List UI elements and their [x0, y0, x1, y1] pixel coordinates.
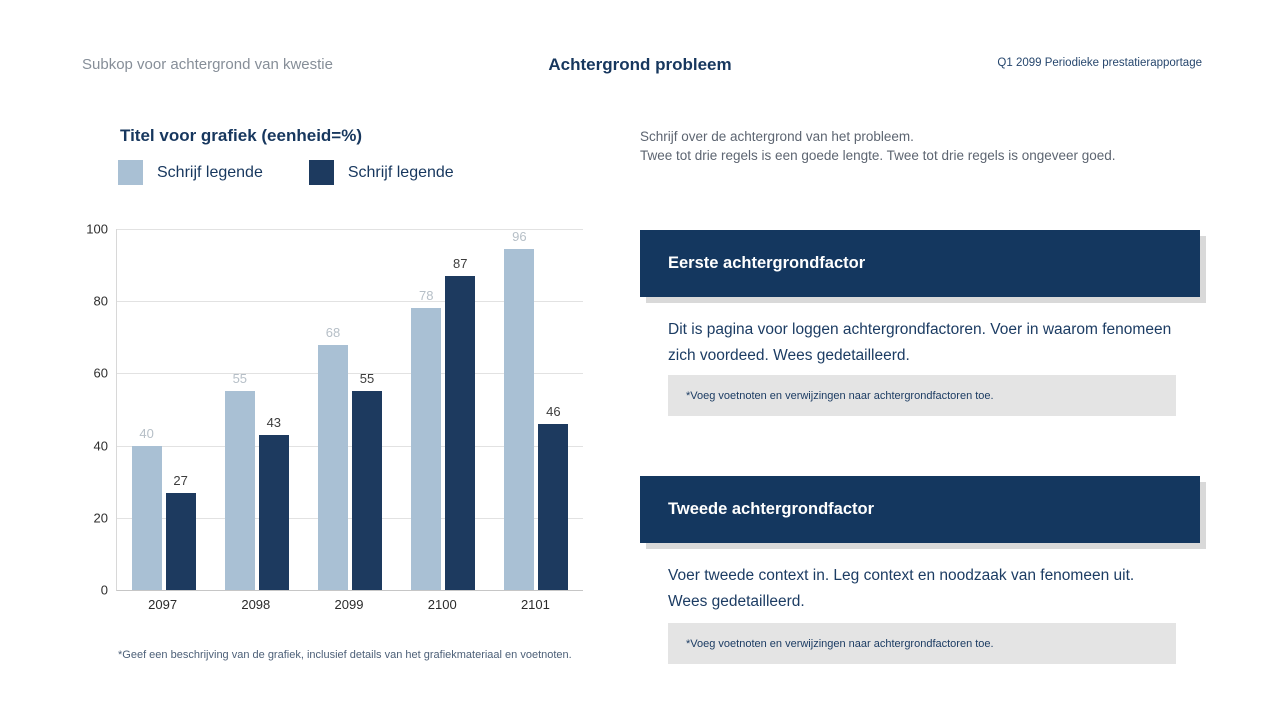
legend-label: Schrijf legende [347, 163, 454, 181]
bar-plot: 40 27 55 43 68 55 78 87 96 46 [117, 229, 583, 590]
section-body: Voer tweede context in. Leg context en n… [668, 567, 1135, 610]
gridline [117, 229, 583, 230]
gridline [117, 517, 583, 519]
x-axis: 2097 2098 2099 2100 2101 [116, 597, 582, 612]
bar-value-label: 55 [359, 371, 375, 387]
x-tick-label: 2099 [334, 597, 364, 612]
x-tick-label: 2101 [520, 597, 550, 612]
y-tick-label: 20 [93, 510, 108, 526]
bar [352, 391, 382, 590]
section-body: Dit is pagina voor loggen achtergrondfac… [668, 321, 1172, 364]
gridlines [117, 229, 583, 590]
bar [131, 445, 162, 590]
bar-wrap: 78 [411, 229, 442, 590]
legend-item: Schrijf legende [308, 160, 454, 185]
section-heading: Eerste achtergrondfactor [668, 254, 866, 272]
section-heading-banner: Tweede achtergrondfactor [640, 476, 1200, 543]
y-tick-label: 0 [100, 582, 108, 598]
bar [165, 492, 196, 590]
bar-group: 68 55 [303, 229, 396, 590]
bar-value-label: 46 [546, 403, 561, 419]
bar-value-label: 78 [418, 288, 434, 304]
bar [445, 275, 476, 590]
bar-value-label: 43 [266, 414, 282, 430]
gridline [117, 445, 583, 447]
bar [258, 434, 289, 590]
gridline [117, 373, 583, 375]
report-label: Q1 2099 Periodieke prestatierapportage [997, 57, 1202, 69]
bar [411, 308, 442, 590]
section-note: *Voeg voetnoten en verwijzingen naar ach… [668, 375, 1176, 416]
bar-wrap: 27 [165, 229, 196, 590]
legend-swatch [308, 160, 334, 185]
bar-group: 78 87 [397, 229, 490, 590]
bar-value-label: 68 [325, 324, 341, 340]
intro-line-2: Twee tot drie regels is een goede lengte… [640, 148, 1116, 163]
x-tick-label: 2100 [427, 597, 457, 612]
bar-value-label: 27 [173, 472, 188, 488]
intro-text: Schrijf over de achtergrond van het prob… [640, 127, 1205, 165]
section-heading-banner: Eerste achtergrondfactor [640, 230, 1200, 297]
y-tick-label: 60 [93, 365, 108, 381]
bar [538, 423, 569, 590]
y-tick-label: 80 [93, 293, 108, 309]
section-note: *Voeg voetnoten en verwijzingen naar ach… [668, 623, 1176, 664]
x-tick-label: 2097 [148, 597, 178, 612]
bar-value-label: 55 [232, 371, 248, 387]
bar-chart: 40 27 55 43 68 55 78 87 96 46 [116, 229, 583, 591]
chart-title: Titel voor grafiek (eenheid=%) [120, 126, 363, 145]
bar-value-label: 87 [452, 255, 468, 271]
bar-group: 96 46 [490, 229, 583, 590]
bar-wrap: 40 [131, 229, 162, 590]
y-axis: 0 20 40 60 80 100 [56, 222, 108, 598]
bar-wrap: 43 [258, 229, 289, 590]
bar-wrap: 55 [224, 229, 255, 590]
page-title: Achtergrond probleem [548, 55, 732, 74]
bar-wrap: 68 [318, 229, 348, 590]
bar-group: 40 27 [117, 229, 210, 590]
y-tick-label: 100 [86, 221, 108, 237]
section-heading: Tweede achtergrondfactor [668, 500, 874, 518]
bar-value-label: 96 [512, 229, 527, 244]
bar-group: 55 43 [210, 229, 303, 590]
bar-value-label: 40 [139, 425, 154, 441]
bar [224, 391, 255, 590]
header-subtitle: Subkop voor achtergrond van kwestie [82, 56, 333, 73]
legend-item: Schrijf legende [118, 160, 263, 185]
bar-wrap: 96 [504, 229, 535, 590]
bar [504, 249, 535, 590]
legend-label: Schrijf legende [157, 163, 263, 181]
bar [318, 344, 348, 590]
x-tick-label: 2098 [241, 597, 271, 612]
gridline [117, 301, 583, 303]
chart-legend: Schrijf legende Schrijf legende [118, 160, 454, 185]
bar-wrap: 87 [445, 229, 476, 590]
chart-footnote: *Geef een beschrijving van de grafiek, i… [118, 649, 572, 661]
y-tick-label: 40 [93, 438, 108, 454]
bar-wrap: 46 [538, 229, 569, 590]
bar-wrap: 55 [352, 229, 382, 590]
legend-swatch [118, 160, 143, 185]
intro-line-1: Schrijf over de achtergrond van het prob… [640, 129, 914, 144]
